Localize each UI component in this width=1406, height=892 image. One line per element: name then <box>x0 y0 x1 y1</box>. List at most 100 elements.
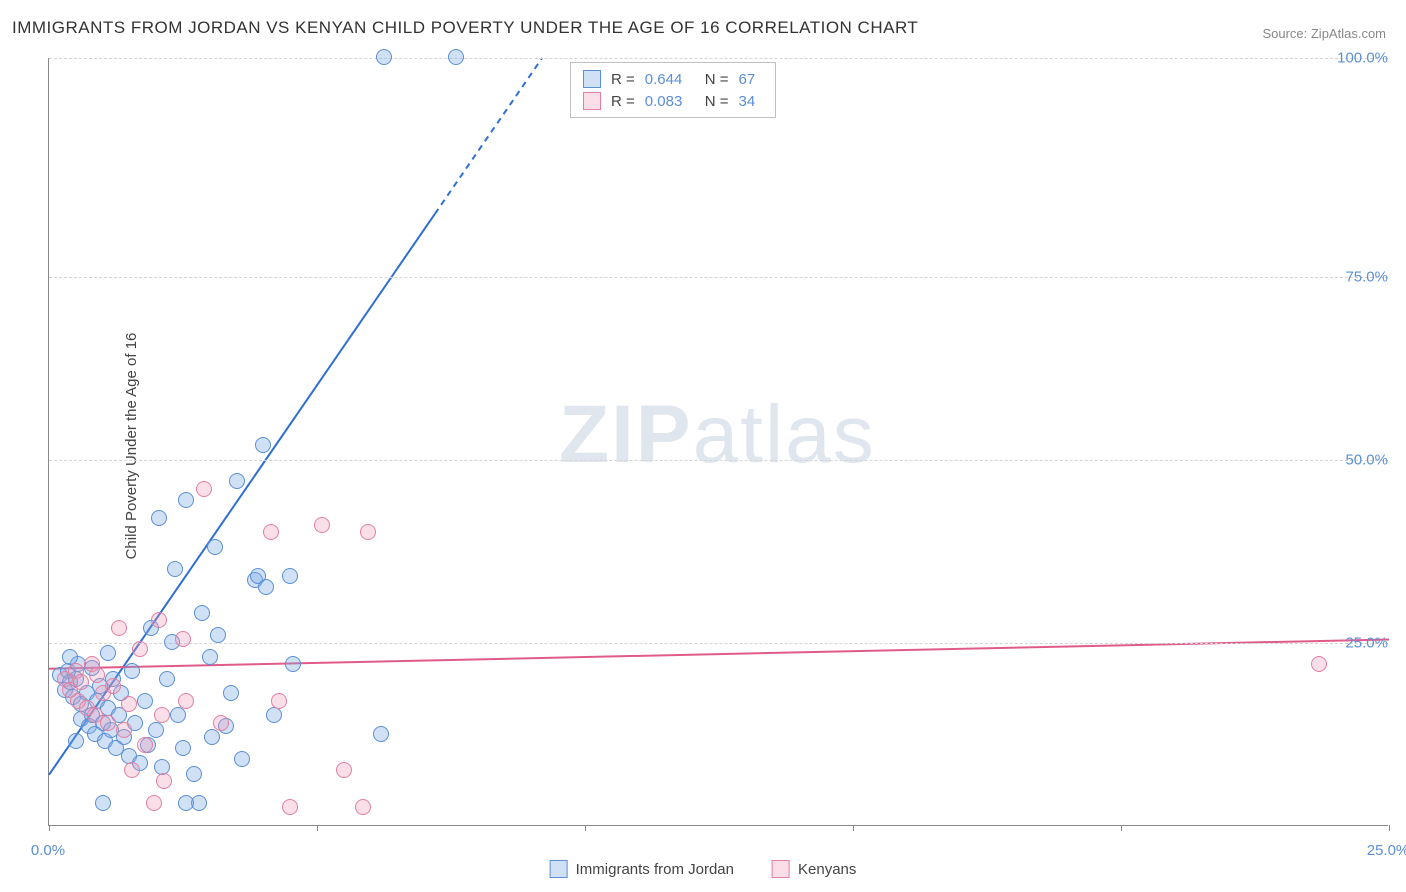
x-tick <box>317 825 318 831</box>
x-tick <box>1121 825 1122 831</box>
gridline-h <box>49 277 1388 278</box>
scatter-point-kenyan <box>116 722 132 738</box>
x-tick <box>853 825 854 831</box>
legend-item-jordan: Immigrants from Jordan <box>550 860 734 878</box>
scatter-point-jordan <box>178 492 194 508</box>
scatter-point-jordan <box>285 656 301 672</box>
scatter-point-jordan <box>137 693 153 709</box>
gridline-h <box>49 460 1388 461</box>
legend-swatch <box>583 92 601 110</box>
source-attribution: Source: ZipAtlas.com <box>1262 26 1386 41</box>
scatter-point-jordan <box>376 49 392 65</box>
scatter-point-jordan <box>448 49 464 65</box>
trend-lines-layer <box>49 58 1388 825</box>
scatter-point-jordan <box>229 473 245 489</box>
scatter-point-kenyan <box>175 631 191 647</box>
scatter-point-kenyan <box>1311 656 1327 672</box>
watermark: ZIPatlas <box>559 388 876 482</box>
gridline-h <box>49 58 1388 59</box>
legend-swatch <box>583 70 601 88</box>
x-tick <box>585 825 586 831</box>
legend-n-label: N = <box>705 93 729 110</box>
scatter-point-jordan <box>170 707 186 723</box>
scatter-point-jordan <box>159 671 175 687</box>
scatter-point-kenyan <box>89 667 105 683</box>
scatter-point-kenyan <box>137 737 153 753</box>
scatter-point-jordan <box>223 685 239 701</box>
scatter-point-jordan <box>210 627 226 643</box>
scatter-point-kenyan <box>154 707 170 723</box>
scatter-point-jordan <box>186 766 202 782</box>
scatter-point-kenyan <box>156 773 172 789</box>
scatter-point-kenyan <box>314 517 330 533</box>
scatter-point-kenyan <box>124 762 140 778</box>
legend-item-kenyan: Kenyans <box>772 860 856 878</box>
legend-r-value: 0.083 <box>645 93 695 110</box>
legend-n-value: 34 <box>739 93 763 110</box>
scatter-point-kenyan <box>282 799 298 815</box>
legend-label: Immigrants from Jordan <box>576 861 734 878</box>
series-legend: Immigrants from Jordan Kenyans <box>550 860 857 878</box>
scatter-point-jordan <box>202 649 218 665</box>
scatter-point-jordan <box>258 579 274 595</box>
scatter-point-jordan <box>68 733 84 749</box>
legend-row-jordan: R = 0.644 N = 67 <box>583 68 763 90</box>
watermark-zip: ZIP <box>559 389 693 480</box>
scatter-point-jordan <box>124 663 140 679</box>
scatter-point-kenyan <box>132 641 148 657</box>
y-tick-label: 100.0% <box>1337 50 1388 67</box>
scatter-point-kenyan <box>271 693 287 709</box>
legend-label: Kenyans <box>798 861 856 878</box>
scatter-point-kenyan <box>146 795 162 811</box>
scatter-point-kenyan <box>105 678 121 694</box>
y-tick-label: 75.0% <box>1345 269 1388 286</box>
legend-swatch <box>772 860 790 878</box>
scatter-point-jordan <box>151 510 167 526</box>
legend-r-label: R = <box>611 93 635 110</box>
x-tick <box>49 825 50 831</box>
legend-swatch <box>550 860 568 878</box>
legend-n-label: N = <box>705 71 729 88</box>
scatter-point-kenyan <box>100 715 116 731</box>
scatter-point-jordan <box>178 795 194 811</box>
gridline-h <box>49 643 1388 644</box>
scatter-point-jordan <box>62 649 78 665</box>
y-tick-label: 50.0% <box>1345 452 1388 469</box>
chart-title: IMMIGRANTS FROM JORDAN VS KENYAN CHILD P… <box>12 18 918 38</box>
x-tick-label: 0.0% <box>31 842 65 859</box>
scatter-point-kenyan <box>213 715 229 731</box>
scatter-point-kenyan <box>360 524 376 540</box>
y-tick-label: 25.0% <box>1345 635 1388 652</box>
legend-r-label: R = <box>611 71 635 88</box>
scatter-point-jordan <box>148 722 164 738</box>
trend-line-jordan-dashed <box>435 58 542 214</box>
scatter-point-kenyan <box>151 612 167 628</box>
correlation-legend: R = 0.644 N = 67 R = 0.083 N = 34 <box>570 62 776 118</box>
x-tick-label: 25.0% <box>1367 842 1406 859</box>
scatter-point-kenyan <box>178 693 194 709</box>
legend-r-value: 0.644 <box>645 71 695 88</box>
scatter-point-jordan <box>175 740 191 756</box>
scatter-point-kenyan <box>73 674 89 690</box>
scatter-point-kenyan <box>111 620 127 636</box>
scatter-point-jordan <box>194 605 210 621</box>
scatter-point-jordan <box>204 729 220 745</box>
scatter-point-jordan <box>255 437 271 453</box>
scatter-point-kenyan <box>336 762 352 778</box>
scatter-point-jordan <box>266 707 282 723</box>
scatter-point-jordan <box>234 751 250 767</box>
scatter-point-kenyan <box>121 696 137 712</box>
scatter-point-jordan <box>167 561 183 577</box>
watermark-atlas: atlas <box>693 389 876 480</box>
scatter-point-jordan <box>95 795 111 811</box>
x-tick <box>1389 825 1390 831</box>
scatter-point-kenyan <box>263 524 279 540</box>
scatter-point-jordan <box>373 726 389 742</box>
plot-area: ZIPatlas <box>48 58 1388 826</box>
scatter-point-kenyan <box>355 799 371 815</box>
scatter-point-jordan <box>282 568 298 584</box>
scatter-point-jordan <box>100 645 116 661</box>
scatter-point-jordan <box>154 759 170 775</box>
legend-n-value: 67 <box>739 71 763 88</box>
legend-row-kenyan: R = 0.083 N = 34 <box>583 90 763 112</box>
